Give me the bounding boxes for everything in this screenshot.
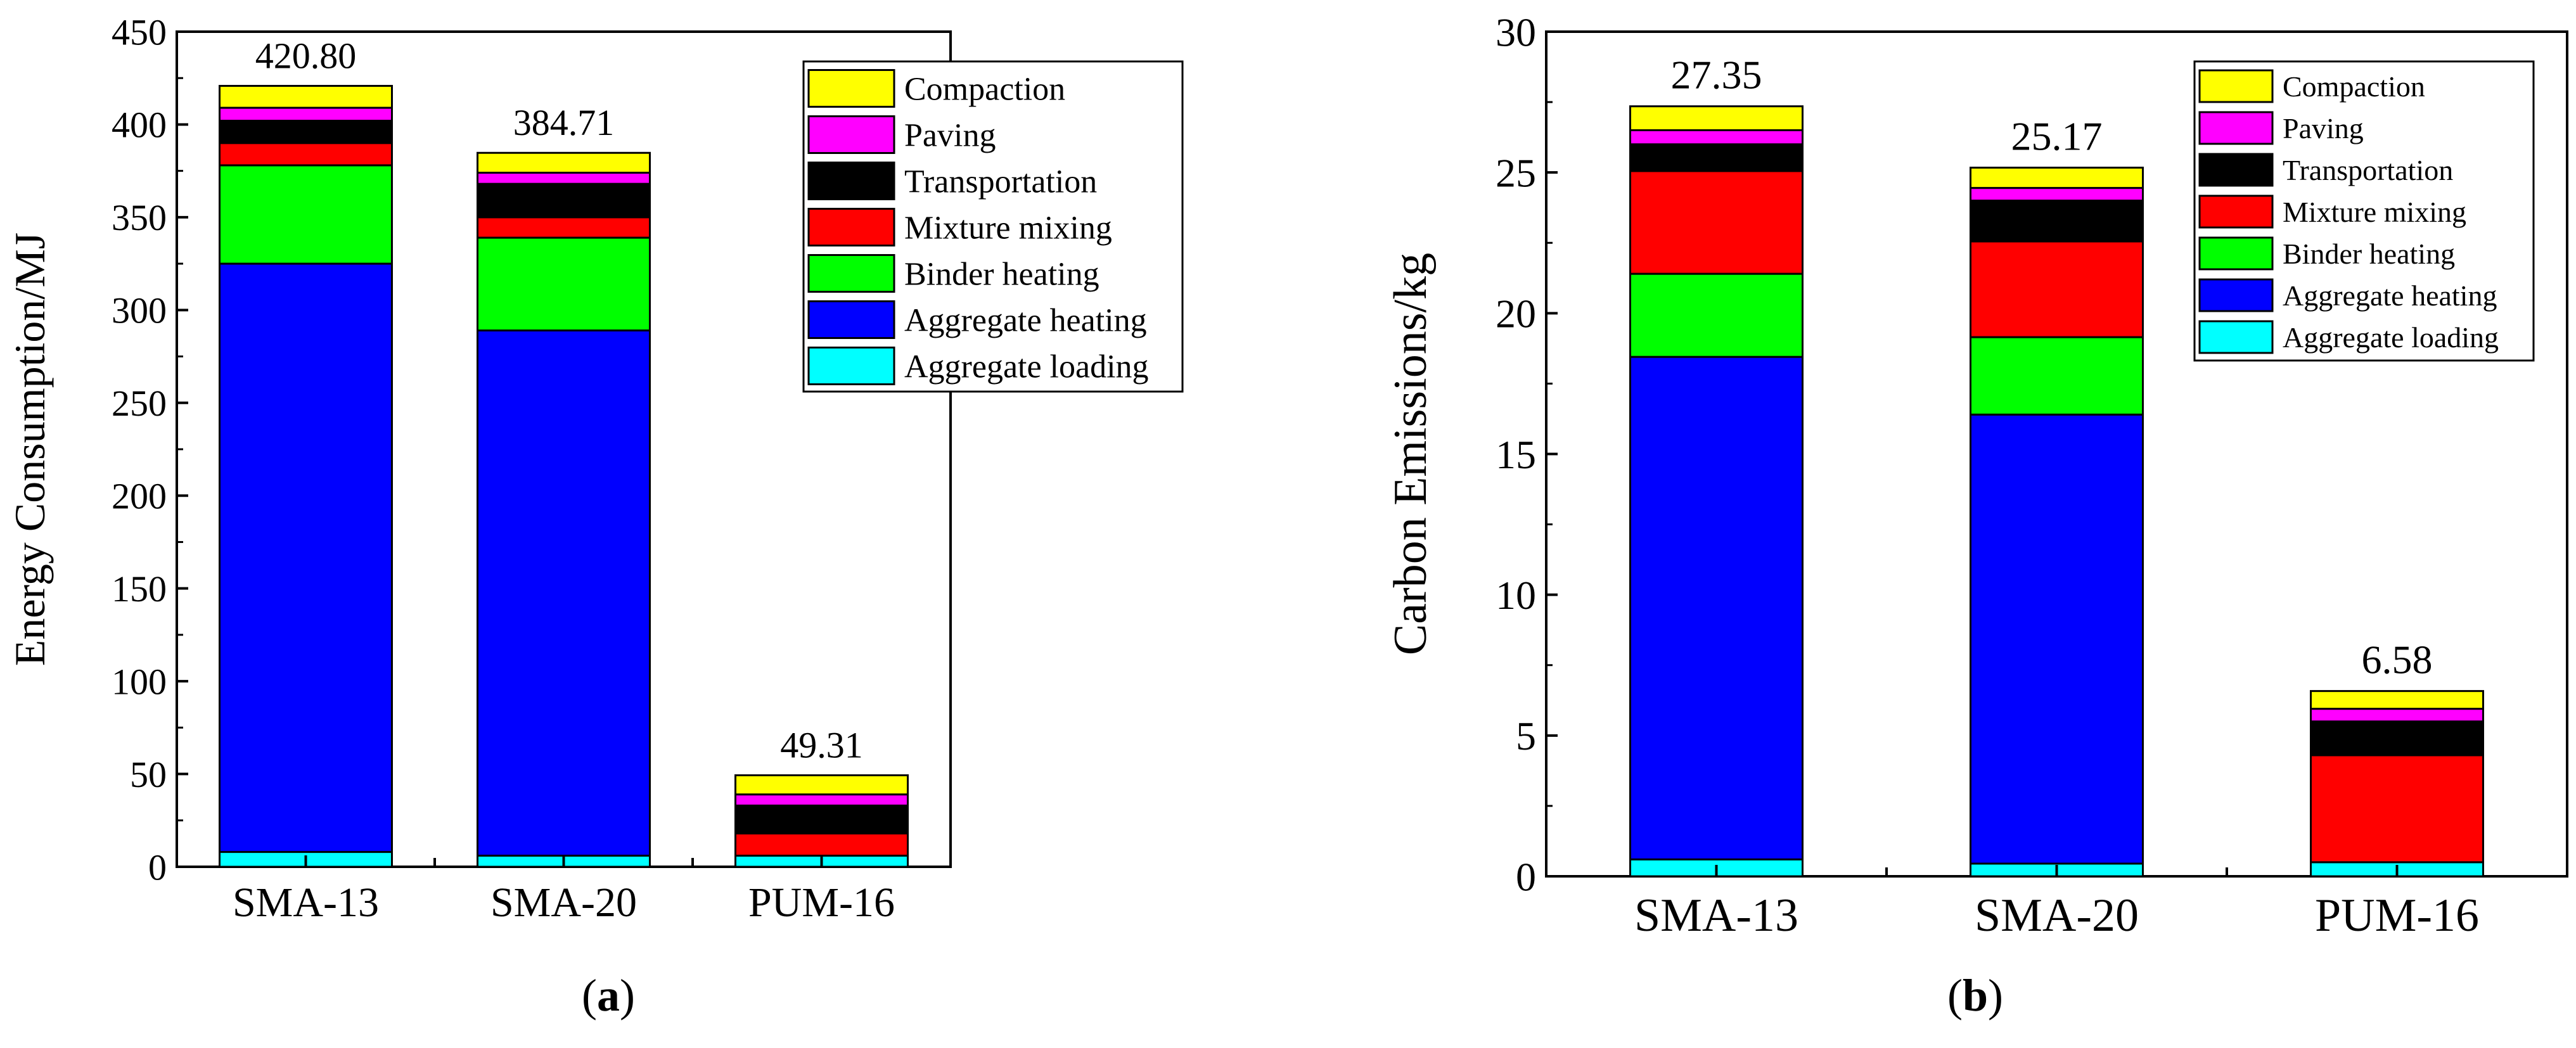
legend-swatch-aggregate-heating [2198, 278, 2274, 312]
y-tick-label: 100 [112, 661, 167, 702]
legend-label: Transportation [904, 164, 1097, 200]
legend-swatch-compaction [807, 69, 895, 108]
chart-panel-b: 0 5 10 15 20 25 30 Carbon Emissions/kg 27.35 SMA-… [1385, 10, 2568, 942]
legend-swatch-mixture-mixing [2198, 195, 2274, 229]
y-axis-label: Energy Consumption/MJ [6, 233, 54, 666]
legend-label: Binder heating [904, 257, 1099, 293]
y-tick-label: 30 [1496, 10, 1536, 54]
bar-segment-transportation [1629, 143, 1804, 172]
legend-swatch-transportation [2198, 153, 2274, 187]
x-category-label: SMA-20 [490, 879, 637, 926]
bar-segment-transportation [2310, 720, 2484, 757]
bar-segment-transportation [477, 182, 651, 219]
y-tick-label: 450 [112, 11, 167, 53]
bar-segment-paving [477, 172, 651, 185]
bar-total-label: 25.17 [2011, 114, 2103, 159]
legend-label: Aggregate heating [904, 303, 1147, 339]
bar-segment-mixture-mixing [734, 832, 909, 857]
legend-swatch-aggregate-heating [807, 300, 895, 339]
legend-swatch-paving [2198, 111, 2274, 145]
y-tick-label: 150 [112, 568, 167, 610]
y-tick-label: 0 [1516, 854, 1536, 899]
bar-segment-binder-heating [477, 236, 651, 332]
legend-swatch-aggregate-loading [2198, 320, 2274, 354]
bar-segment-aggregate-heating [1629, 355, 1804, 860]
y-tick-label: 20 [1496, 291, 1536, 336]
legend-label: Mixture mixing [904, 210, 1112, 246]
legend-label: Aggregate loading [2283, 321, 2499, 354]
y-tick-label: 200 [112, 476, 167, 517]
legend-label: Transportation [2283, 154, 2453, 186]
bar-segment-paving [2310, 708, 2484, 723]
bar-segment-paving [734, 793, 909, 807]
bar-segment-transportation [219, 120, 393, 144]
y-tick-label: 5 [1516, 713, 1536, 758]
bar-segment-mixture-mixing [477, 216, 651, 239]
legend-label: Aggregate loading [904, 349, 1149, 385]
bar-segment-compaction [734, 774, 909, 796]
bar-segment-mixture-mixing [219, 142, 393, 167]
legend-label: Compaction [2283, 70, 2425, 103]
x-category-label: SMA-20 [1975, 890, 2139, 942]
y-tick-label: 400 [112, 105, 167, 146]
bar-segment-aggregate-heating [477, 329, 651, 857]
y-tick-label: 0 [148, 847, 167, 888]
chart-panel-a: 0 50 100 150 200 250 300 350 400 450 Energy Consum… [6, 11, 1184, 926]
bar-segment-compaction [1970, 167, 2144, 189]
bar-segment-mixture-mixing [2310, 754, 2484, 864]
legend-label: Mixture mixing [2283, 196, 2466, 228]
x-category-label: PUM-16 [748, 879, 895, 926]
x-category-label: SMA-13 [1634, 890, 1798, 942]
panel-b-caption: (b) [1947, 970, 2004, 1021]
legend-swatch-aggregate-loading [807, 347, 895, 385]
y-tick-label: 25 [1496, 151, 1536, 196]
legend-label: Paving [2283, 112, 2364, 144]
bar-segment-transportation [734, 804, 909, 834]
bar-total-label: 420.80 [255, 35, 357, 77]
y-tick-label: 350 [112, 197, 167, 238]
legend-swatch-mixture-mixing [807, 208, 895, 246]
bar-segment-compaction [219, 85, 393, 109]
panel-a-caption: (a) [582, 970, 635, 1021]
y-tick-label: 50 [130, 754, 167, 795]
bar-segment-paving [219, 106, 393, 122]
bar-segment-binder-heating [1629, 272, 1804, 358]
y-axis-label: Carbon Emissions/kg [1385, 253, 1437, 655]
y-tick-label: 250 [112, 383, 167, 424]
x-category-label: SMA-13 [233, 879, 379, 926]
bar-segment-paving [1970, 187, 2144, 202]
bar-total-label: 27.35 [1671, 53, 1762, 98]
legend-label: Aggregate heating [2283, 279, 2497, 312]
legend-label: Compaction [904, 72, 1065, 108]
bar-total-label: 384.71 [513, 102, 615, 143]
bar-segment-binder-heating [1970, 336, 2144, 416]
bar-segment-compaction [1629, 105, 1804, 132]
legend-swatch-transportation [807, 162, 895, 200]
legend-label: Paving [904, 118, 996, 154]
bar-segment-binder-heating [219, 164, 393, 265]
bar-segment-mixture-mixing [1970, 240, 2144, 338]
y-tick-label: 300 [112, 290, 167, 331]
bar-segment-transportation [1970, 200, 2144, 243]
legend-label: Binder heating [2283, 238, 2455, 270]
bar-segment-aggregate-heating [219, 262, 393, 853]
legend-swatch-compaction [2198, 69, 2274, 103]
x-category-label: PUM-16 [2315, 890, 2479, 942]
legend-swatch-binder-heating [807, 254, 895, 293]
bar-segment-compaction [477, 151, 651, 174]
bar-segment-aggregate-heating [1970, 413, 2144, 865]
bar-segment-paving [1629, 129, 1804, 146]
legend-swatch-paving [807, 115, 895, 154]
legend-swatch-binder-heating [2198, 236, 2274, 271]
bar-segment-mixture-mixing [1629, 170, 1804, 275]
y-tick-label: 10 [1496, 573, 1536, 618]
bar-total-label: 49.31 [780, 725, 863, 766]
bar-total-label: 6.58 [2362, 637, 2433, 682]
y-tick-label: 15 [1496, 432, 1536, 477]
bar-segment-compaction [2310, 690, 2484, 710]
